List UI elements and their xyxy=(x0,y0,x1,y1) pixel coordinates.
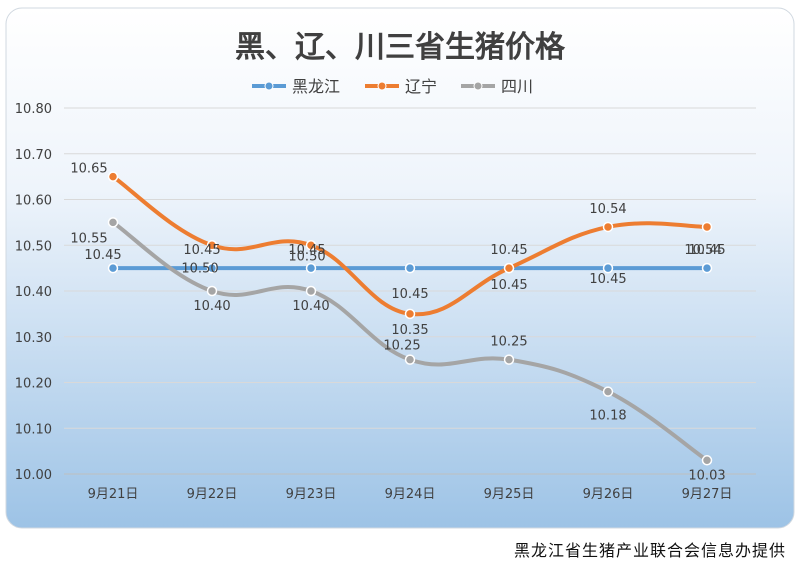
legend-label: 辽宁 xyxy=(405,77,437,96)
data-labels: 10.45 10.45 10.45 10.45 10.45 10.45 10.45 10.65… xyxy=(70,162,725,484)
x-tick-label: 9月24日 xyxy=(385,487,436,502)
data-label: 10.45 xyxy=(688,243,725,258)
y-tick-label: 10.80 xyxy=(15,102,52,117)
x-tick-label: 9月22日 xyxy=(187,487,238,502)
data-point xyxy=(602,262,614,274)
legend: 黑龙江 辽宁 四川 xyxy=(252,77,533,96)
source-footer: 黑龙江省生猪产业联合会信息办提供 xyxy=(513,541,786,560)
data-label: 10.50 xyxy=(288,249,325,264)
data-label: 10.65 xyxy=(70,162,107,177)
data-point xyxy=(305,240,317,251)
data-point xyxy=(404,308,416,320)
legend-marker xyxy=(377,81,387,91)
y-tick-label: 10.20 xyxy=(15,377,52,392)
data-point xyxy=(404,354,416,365)
data-point xyxy=(503,262,515,274)
y-axis: 10.00 10.10 10.20 10.30 10.40 10.50 10.60 10.70… xyxy=(15,102,52,483)
chart-title: 黑、辽、川三省生猪价格 xyxy=(235,30,566,65)
data-point xyxy=(206,240,218,251)
data-label: 10.50 xyxy=(181,261,218,276)
data-point xyxy=(503,354,515,365)
y-tick-label: 10.60 xyxy=(15,194,52,209)
data-point xyxy=(206,285,218,297)
data-point xyxy=(701,221,713,233)
x-axis: 9月21日 9月22日 9月23日 9月24日 9月25日 9月26日 9月27日 xyxy=(88,487,733,502)
data-label: 10.45 xyxy=(84,248,121,263)
data-label: 10.54 xyxy=(589,202,626,217)
x-tick-label: 9月21日 xyxy=(88,487,139,502)
gridlines xyxy=(64,107,756,475)
data-label: 10.45 xyxy=(490,278,527,293)
data-label: 10.25 xyxy=(490,335,527,350)
data-label: 10.35 xyxy=(391,323,428,338)
data-label: 10.45 xyxy=(490,243,527,258)
y-tick-label: 10.00 xyxy=(15,468,52,483)
data-label: 10.45 xyxy=(183,243,220,258)
data-point xyxy=(107,171,119,182)
x-tick-label: 9月25日 xyxy=(484,487,535,502)
y-tick-label: 10.40 xyxy=(15,285,52,300)
data-label: 10.45 xyxy=(589,272,626,287)
data-label: 10.40 xyxy=(193,299,230,314)
x-tick-label: 9月27日 xyxy=(682,487,733,502)
data-label: 10.45 xyxy=(391,287,428,302)
y-tick-label: 10.30 xyxy=(15,331,52,346)
data-point xyxy=(206,262,218,274)
data-point xyxy=(107,217,119,228)
y-tick-label: 10.70 xyxy=(15,148,52,163)
legend-marker xyxy=(264,81,274,91)
x-tick-label: 9月23日 xyxy=(286,487,337,502)
legend-label: 四川 xyxy=(501,77,533,96)
data-point xyxy=(701,455,713,466)
data-point xyxy=(602,386,614,397)
data-label: 10.25 xyxy=(383,339,420,354)
data-point xyxy=(305,262,317,274)
data-point xyxy=(305,285,317,297)
x-tick-label: 9月26日 xyxy=(583,487,634,502)
legend-marker xyxy=(473,81,483,91)
y-tick-label: 10.50 xyxy=(15,239,52,254)
data-label: 10.55 xyxy=(70,231,107,246)
data-label: 10.45 xyxy=(288,243,325,258)
data-label: 10.18 xyxy=(589,409,626,424)
data-point xyxy=(107,262,119,274)
data-label: 10.54 xyxy=(684,243,721,258)
legend-label: 黑龙江 xyxy=(292,77,340,96)
data-point xyxy=(404,262,416,274)
data-label: 10.03 xyxy=(688,468,725,483)
series-layer xyxy=(107,171,713,466)
data-label: 10.40 xyxy=(292,299,329,314)
data-point xyxy=(602,221,614,233)
y-tick-label: 10.10 xyxy=(15,422,52,437)
data-point xyxy=(701,262,713,274)
